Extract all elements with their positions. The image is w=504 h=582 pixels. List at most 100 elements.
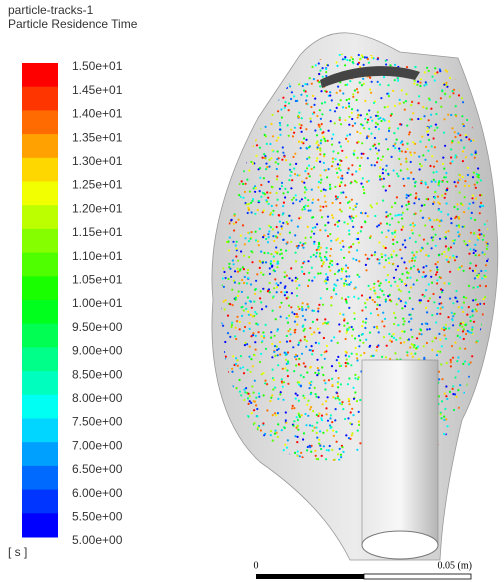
particle — [473, 183, 476, 186]
particle — [291, 279, 294, 282]
particle — [311, 309, 314, 312]
particle — [319, 128, 322, 131]
particle — [344, 83, 347, 87]
particle — [458, 266, 461, 269]
particle — [265, 142, 268, 145]
particle — [393, 322, 396, 326]
particle — [334, 158, 337, 161]
particle — [356, 130, 359, 133]
particle — [445, 171, 448, 175]
particle — [360, 182, 363, 185]
particle — [428, 97, 431, 100]
particle — [424, 81, 427, 84]
particle — [297, 244, 300, 247]
particle — [469, 463, 471, 465]
particle — [254, 230, 257, 233]
particle — [431, 348, 434, 352]
particle — [304, 170, 307, 173]
particle — [370, 80, 373, 83]
particle — [286, 360, 290, 363]
particle — [393, 79, 396, 82]
particle — [436, 266, 439, 269]
particle — [432, 165, 436, 168]
particle — [288, 277, 291, 280]
particle — [315, 413, 318, 416]
particle — [340, 270, 344, 273]
particle — [383, 106, 386, 109]
particle — [449, 48, 451, 50]
particle — [340, 191, 343, 194]
particle — [380, 231, 383, 234]
particle — [478, 233, 481, 236]
particle — [427, 299, 430, 303]
particle — [414, 180, 417, 183]
particle — [309, 383, 312, 386]
particle — [221, 96, 224, 99]
particle — [380, 119, 383, 123]
particle — [489, 353, 491, 355]
colorbar-label: 9.50e+00 — [72, 320, 123, 334]
particle — [339, 164, 342, 167]
particle — [462, 58, 466, 61]
particle — [491, 103, 493, 105]
particle — [303, 272, 306, 275]
particle — [214, 101, 216, 103]
particle — [339, 123, 343, 126]
particle — [251, 365, 254, 368]
particle — [361, 325, 364, 328]
particle — [325, 273, 328, 276]
particle — [332, 150, 335, 153]
particle — [420, 182, 423, 185]
particle — [404, 100, 408, 103]
particle — [405, 160, 408, 163]
particle — [287, 102, 291, 105]
particle — [462, 473, 464, 475]
particle — [221, 75, 224, 78]
particle — [472, 251, 475, 255]
particle — [464, 431, 467, 434]
particle — [283, 106, 286, 109]
particle — [277, 214, 280, 217]
particle — [247, 310, 250, 313]
particle — [269, 262, 272, 265]
particle — [290, 128, 293, 131]
particle — [431, 314, 434, 317]
particle — [440, 400, 444, 403]
particle — [331, 216, 335, 219]
particle — [381, 168, 384, 171]
particle — [407, 194, 410, 197]
particle — [335, 284, 338, 287]
particle — [463, 53, 466, 54]
particle — [436, 282, 439, 285]
particle — [232, 355, 235, 358]
particle — [339, 453, 343, 456]
particle — [422, 238, 425, 241]
particle — [432, 137, 435, 140]
particle — [221, 455, 224, 458]
particle — [275, 246, 278, 249]
particle — [468, 240, 471, 243]
particle — [235, 337, 238, 341]
particle — [466, 244, 469, 247]
particle — [240, 66, 243, 69]
particle — [412, 346, 415, 349]
particle — [276, 55, 279, 58]
particle — [241, 266, 244, 269]
particle — [250, 231, 253, 234]
particle — [330, 137, 334, 140]
particle — [325, 413, 328, 416]
particle — [487, 466, 489, 468]
particle — [464, 134, 467, 137]
particle — [242, 329, 245, 333]
particle — [456, 334, 459, 337]
particle — [432, 202, 435, 205]
particle — [444, 144, 447, 147]
particle — [474, 249, 477, 252]
particle — [491, 381, 493, 383]
particle — [316, 436, 319, 439]
particle — [336, 221, 339, 224]
particle — [216, 183, 218, 185]
particle — [425, 306, 428, 309]
particle — [234, 335, 237, 338]
particle — [266, 191, 269, 194]
